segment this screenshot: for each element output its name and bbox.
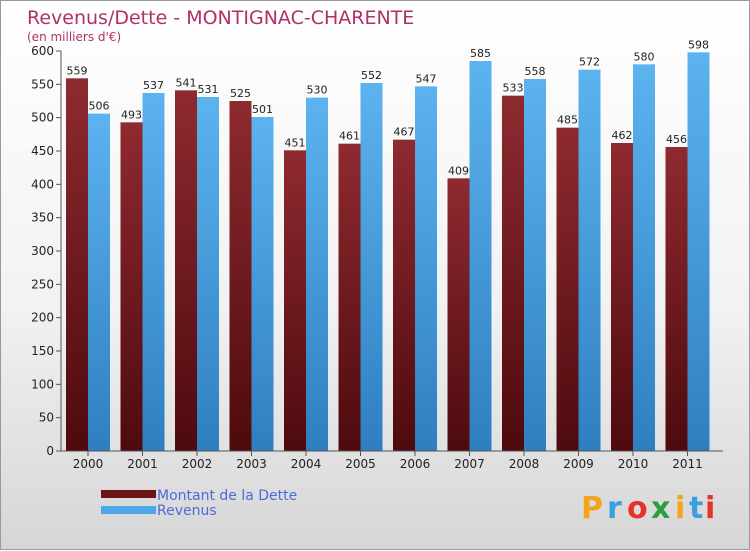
y-tick-label: 400 bbox=[31, 177, 54, 191]
value-label-dette: 541 bbox=[176, 76, 197, 89]
x-tick-label: 2007 bbox=[454, 457, 485, 471]
x-tick-label: 2010 bbox=[618, 457, 649, 471]
bar-revenus bbox=[306, 97, 328, 452]
logo-letter: t bbox=[689, 491, 703, 526]
x-tick-label: 2002 bbox=[182, 457, 213, 471]
legend-swatch-revenus bbox=[101, 506, 156, 514]
y-tick-label: 200 bbox=[31, 311, 54, 325]
value-label-revenus: 530 bbox=[307, 84, 328, 97]
y-tick-label: 350 bbox=[31, 211, 54, 225]
x-tick-label: 2004 bbox=[291, 457, 322, 471]
bar-revenus bbox=[469, 61, 492, 451]
value-label-dette: 467 bbox=[394, 126, 415, 139]
legend-label-revenus: Revenus bbox=[157, 503, 217, 519]
y-axis: 0 50 100 150 200 250 300 350 400 450 500 550 600 bbox=[31, 44, 62, 458]
y-tick-label: 450 bbox=[31, 144, 54, 158]
bar-dette bbox=[556, 127, 579, 452]
value-label-dette: 456 bbox=[666, 133, 687, 146]
logo-letter: i bbox=[675, 491, 685, 526]
y-tick-label: 100 bbox=[31, 377, 54, 391]
bar-dette bbox=[175, 90, 197, 451]
x-axis: 2000 2001 2002 2003 2004 2005 2006 2007 2008 2009… bbox=[61, 450, 723, 471]
bar-revenus bbox=[251, 117, 274, 451]
value-label-revenus: 580 bbox=[634, 50, 655, 63]
bar-dette bbox=[120, 122, 143, 451]
value-label-revenus: 537 bbox=[143, 79, 164, 92]
bar-revenus bbox=[633, 64, 655, 452]
value-label-revenus: 547 bbox=[416, 72, 437, 85]
value-label-dette: 485 bbox=[557, 114, 578, 127]
y-tick-label: 250 bbox=[31, 277, 54, 291]
x-tick-label: 2001 bbox=[127, 457, 158, 471]
value-label-dette: 493 bbox=[121, 108, 142, 121]
bar-dette bbox=[284, 150, 306, 452]
logo-letter: i bbox=[705, 491, 715, 526]
logo-letter: P bbox=[581, 491, 603, 526]
bar-dette bbox=[665, 147, 688, 451]
bar-revenus bbox=[524, 79, 546, 451]
value-label-revenus: 552 bbox=[361, 69, 382, 82]
bar-revenus bbox=[578, 69, 601, 452]
x-tick-label: 2005 bbox=[345, 457, 376, 471]
bar-dette bbox=[393, 139, 415, 451]
chart-title: Revenus/Dette - MONTIGNAC-CHARENTE bbox=[27, 7, 414, 29]
legend-label-debt: Montant de la Dette bbox=[157, 488, 297, 504]
value-label-dette: 462 bbox=[612, 129, 633, 142]
value-label-dette: 451 bbox=[285, 136, 306, 149]
value-label-dette: 533 bbox=[503, 82, 524, 95]
value-label-dette: 409 bbox=[448, 164, 469, 177]
value-label-dette: 525 bbox=[230, 87, 251, 100]
bar-dette bbox=[611, 143, 633, 451]
bar-revenus bbox=[197, 97, 219, 451]
value-label-revenus: 572 bbox=[579, 56, 600, 69]
logo-letter: x bbox=[651, 491, 670, 526]
y-tick-label: 50 bbox=[39, 411, 54, 425]
y-tick-label: 600 bbox=[31, 44, 54, 58]
legend: Montant de la Dette Revenus bbox=[101, 488, 297, 519]
value-label-revenus: 531 bbox=[198, 83, 219, 96]
x-tick-label: 2003 bbox=[236, 457, 267, 471]
bar-dette bbox=[229, 101, 252, 451]
bar-dette bbox=[502, 95, 524, 452]
logo-letter: o bbox=[627, 491, 648, 526]
x-tick-label: 2006 bbox=[400, 457, 431, 471]
x-tick-label: 2008 bbox=[509, 457, 540, 471]
x-tick-label: 2009 bbox=[563, 457, 594, 471]
value-label-revenus: 598 bbox=[688, 38, 709, 51]
value-label-revenus: 585 bbox=[470, 47, 491, 60]
bar-dette bbox=[66, 78, 88, 451]
bar-dette bbox=[338, 143, 361, 451]
x-tick-label: 2000 bbox=[73, 457, 104, 471]
bar-revenus bbox=[687, 52, 710, 451]
value-label-revenus: 501 bbox=[252, 103, 273, 116]
y-tick-label: 300 bbox=[31, 244, 54, 258]
chart-subtitle: (en milliers d'€) bbox=[27, 30, 121, 44]
y-tick-label: 150 bbox=[31, 344, 54, 358]
x-tick-label: 2011 bbox=[672, 457, 703, 471]
legend-swatch-debt bbox=[101, 490, 156, 498]
y-tick-label: 550 bbox=[31, 77, 54, 91]
bar-revenus bbox=[415, 86, 437, 451]
value-label-revenus: 506 bbox=[89, 100, 110, 113]
bar-dette bbox=[447, 178, 470, 452]
value-label-revenus: 558 bbox=[525, 65, 546, 78]
y-tick-label: 0 bbox=[46, 444, 54, 458]
value-label-dette: 559 bbox=[67, 64, 88, 77]
value-label-dette: 461 bbox=[339, 130, 360, 143]
logo-letter: r bbox=[607, 491, 622, 526]
bar-revenus bbox=[88, 113, 110, 452]
y-tick-label: 500 bbox=[31, 111, 54, 125]
bar-revenus bbox=[360, 83, 383, 451]
bar-revenus bbox=[142, 93, 165, 451]
